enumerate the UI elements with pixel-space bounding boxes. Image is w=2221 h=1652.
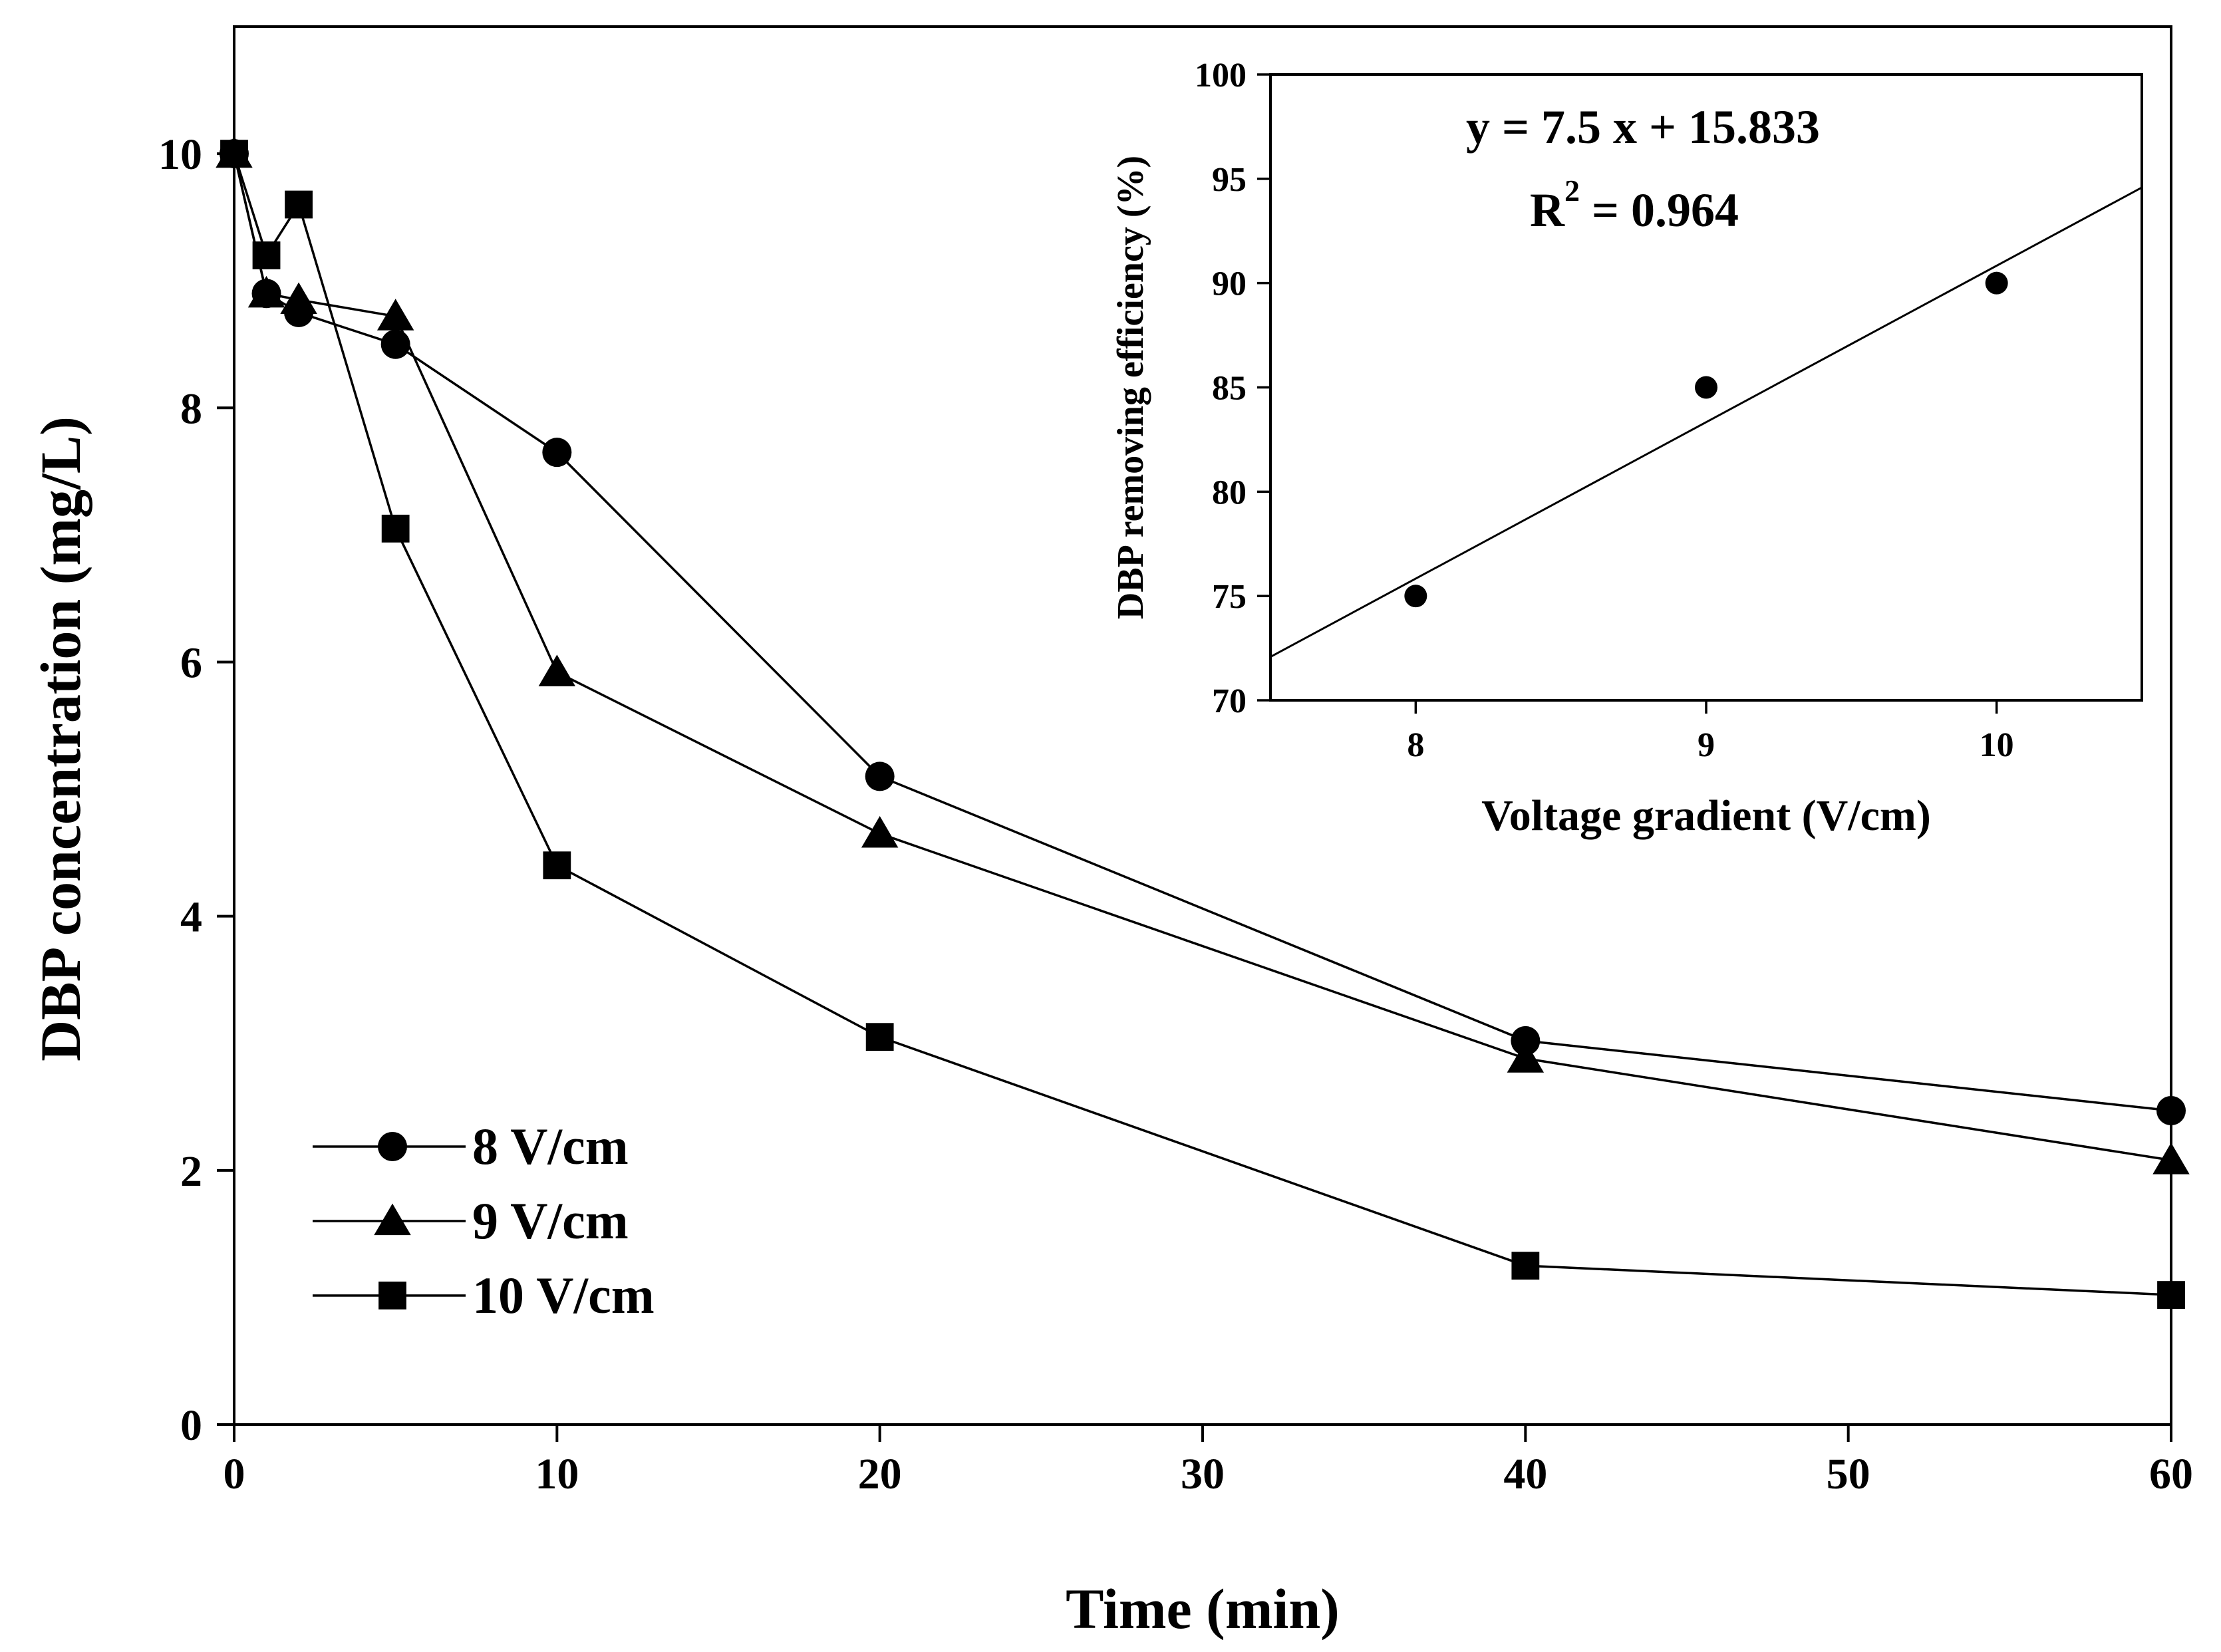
legend-marker-triangle	[374, 1203, 411, 1236]
x-tick-label: 10	[535, 1450, 579, 1498]
legend-marker-circle	[378, 1132, 407, 1161]
data-point-square	[543, 851, 571, 880]
inset-data-point	[1985, 271, 2008, 295]
r-squared-exponent: 2	[1564, 174, 1580, 207]
data-point-circle	[1511, 1026, 1541, 1055]
r-squared-value: = 0.964	[1580, 184, 1739, 237]
data-point-square	[220, 140, 248, 168]
inset-x-tick-label: 9	[1698, 726, 1715, 764]
data-point-triangle	[376, 299, 414, 331]
y-tick-label: 6	[180, 638, 202, 687]
inset-data-point	[1695, 376, 1717, 399]
data-point-square	[2157, 1281, 2185, 1309]
data-point-triangle	[861, 816, 899, 848]
data-point-circle	[380, 329, 410, 359]
y-axis-title: DBP concentration (mg/L)	[29, 416, 92, 1061]
fit-equation: y = 7.5 x + 15.833	[1466, 100, 1820, 154]
legend-label: 8 V/cm	[472, 1117, 629, 1175]
data-point-circle	[865, 761, 895, 791]
legend-label: 10 V/cm	[472, 1266, 655, 1324]
data-point-circle	[542, 438, 572, 468]
inset-y-tick-label: 80	[1212, 474, 1247, 511]
inset-y-tick-label: 95	[1212, 161, 1247, 199]
data-point-triangle	[2152, 1143, 2190, 1174]
x-tick-label: 60	[2149, 1450, 2193, 1498]
inset-data-point	[1404, 585, 1427, 608]
y-tick-label: 10	[158, 130, 202, 179]
data-point-circle	[2156, 1096, 2186, 1126]
y-tick-label: 2	[180, 1147, 202, 1196]
inset-fit-line	[1270, 186, 2143, 658]
inset-y-tick-label: 70	[1212, 682, 1247, 720]
data-point-triangle	[247, 275, 285, 308]
inset-x-axis-title: Voltage gradient (V/cm)	[1481, 791, 1931, 840]
x-tick-label: 20	[858, 1450, 902, 1498]
y-tick-label: 4	[180, 893, 202, 942]
data-point-square	[285, 190, 313, 219]
data-point-triangle	[1507, 1041, 1545, 1073]
inset-y-tick-label: 75	[1212, 578, 1247, 616]
x-tick-label: 30	[1181, 1450, 1225, 1498]
y-tick-label: 8	[180, 384, 202, 433]
inset-y-tick-label: 85	[1212, 370, 1247, 408]
data-point-square	[1511, 1252, 1540, 1280]
r-squared-label: R2 = 0.964	[1530, 174, 1739, 237]
data-point-triangle	[538, 654, 576, 686]
x-tick-label: 40	[1503, 1450, 1547, 1498]
data-point-square	[865, 1023, 894, 1051]
data-point-square	[252, 241, 281, 269]
x-tick-label: 50	[1827, 1450, 1870, 1498]
inset-x-tick-label: 10	[1980, 726, 2014, 764]
legend-label: 9 V/cm	[472, 1192, 629, 1250]
x-tick-label: 0	[223, 1450, 245, 1498]
r-squared-symbol: R	[1530, 184, 1565, 237]
data-point-triangle	[280, 282, 317, 314]
y-tick-label: 0	[180, 1401, 202, 1450]
inset-y-tick-label: 100	[1195, 57, 1247, 94]
inset-y-axis-title: DBP removing efficiency (%)	[1110, 156, 1151, 619]
x-axis-title: Time (min)	[1066, 1577, 1340, 1641]
inset-y-tick-label: 90	[1212, 265, 1247, 303]
data-point-square	[381, 514, 410, 543]
legend-marker-square	[378, 1282, 406, 1309]
inset-x-tick-label: 8	[1407, 726, 1424, 764]
